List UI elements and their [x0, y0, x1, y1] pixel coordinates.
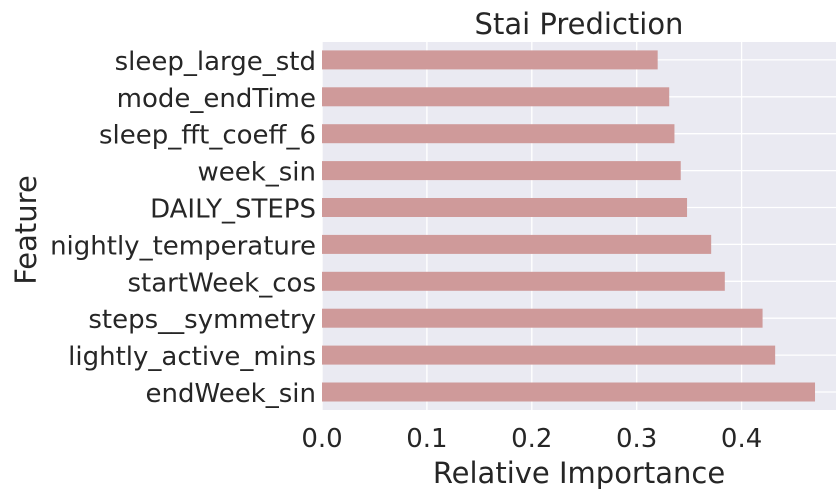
bar: [322, 161, 681, 181]
bar: [322, 345, 776, 365]
y-tick-label: mode_endTime: [117, 84, 316, 114]
x-tick-label: 0.4: [721, 424, 762, 454]
y-axis-label: Feature: [9, 175, 43, 285]
y-tick-label: endWeek_sin: [146, 379, 316, 409]
x-tick-label: 0.1: [406, 424, 447, 454]
bar: [322, 308, 763, 328]
x-tick-label: 0.0: [301, 424, 342, 454]
y-tick-labels: endWeek_sin lightly_active_mins steps__sym…: [50, 47, 316, 409]
x-tick-label: 0.2: [511, 424, 552, 454]
y-tick-label: startWeek_cos: [127, 268, 316, 298]
bar: [322, 234, 712, 254]
bar: [322, 198, 688, 217]
bar: [322, 124, 675, 144]
bar: [322, 382, 816, 402]
x-axis-label: Relative Importance: [433, 456, 725, 490]
bar: [322, 87, 670, 107]
x-tick-label: 0.3: [616, 424, 657, 454]
bar: [322, 271, 725, 291]
y-tick-label: sleep_large_std: [115, 47, 316, 77]
y-tick-label: sleep_fft_coeff_6: [99, 121, 316, 151]
y-tick-label: steps__symmetry: [88, 305, 316, 335]
chart-title: Stai Prediction: [475, 7, 684, 41]
x-tick-labels: 0.0 0.1 0.2 0.3 0.4: [301, 424, 762, 454]
y-tick-label: lightly_active_mins: [68, 342, 316, 372]
bar: [322, 50, 658, 70]
y-tick-label: week_sin: [197, 158, 316, 188]
y-tick-label: nightly_temperature: [50, 231, 316, 261]
bars: [322, 50, 816, 402]
y-tick-label: DAILY_STEPS: [150, 195, 316, 225]
